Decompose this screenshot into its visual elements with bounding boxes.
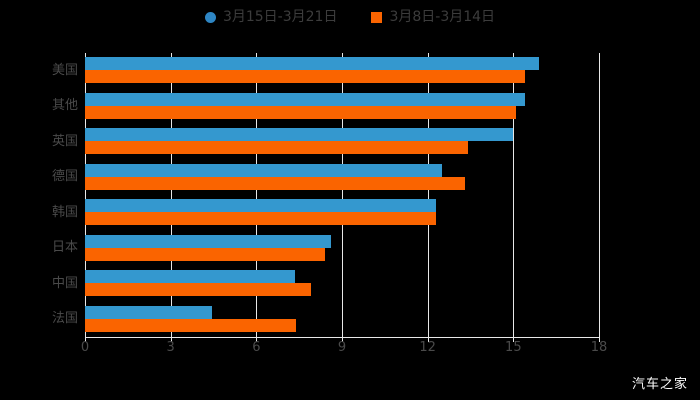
y-axis-category-label: 法国 [51, 311, 78, 327]
bar-series-1[interactable] [85, 128, 514, 141]
x-axis-tick-mark [513, 337, 515, 342]
x-axis-tick-label: 6 [252, 340, 261, 355]
bar-series-2[interactable] [85, 141, 468, 154]
y-axis-category-label: 其他 [51, 98, 78, 114]
chart-legend: 3月15日-3月21日 3月8日-3月14日 [0, 6, 700, 28]
x-gridline [170, 53, 172, 337]
y-axis-category-label: 德国 [51, 169, 78, 185]
bar-group [85, 231, 599, 267]
square-marker-icon [371, 11, 383, 23]
bar-group [85, 160, 599, 196]
x-axis-tick-label: 15 [505, 340, 522, 355]
bar-series-2[interactable] [85, 212, 437, 225]
x-gridline [513, 53, 515, 337]
bar-series-2[interactable] [85, 247, 325, 261]
bar-series-1[interactable] [85, 305, 213, 319]
x-axis-tick-label: 3 [166, 340, 175, 355]
bar-series-2[interactable] [85, 70, 525, 83]
bar-series-1[interactable] [85, 234, 331, 248]
legend-label-series-1: 3月15日-3月21日 [222, 9, 338, 25]
bar-group [85, 89, 599, 125]
x-gridline [256, 53, 258, 337]
watermark: 汽车之家 [631, 377, 688, 392]
bar-series-2[interactable] [85, 283, 311, 296]
bar-group [85, 124, 599, 160]
x-axis-tick-mark [599, 337, 600, 342]
y-axis-category-label: 韩国 [51, 204, 78, 220]
y-axis-category-label: 中国 [51, 275, 78, 291]
legend-item-series-2[interactable]: 3月8日-3月14日 [371, 10, 495, 24]
x-axis-tick-label: 9 [337, 340, 347, 355]
x-gridline [342, 53, 343, 337]
x-axis-tick-mark [85, 337, 86, 342]
x-axis-tick-mark [256, 337, 258, 342]
x-axis-tick-label: 0 [80, 340, 90, 355]
y-axis-category-label: 日本 [51, 240, 78, 256]
bar-group [85, 195, 599, 231]
bar-series-2[interactable] [85, 176, 465, 190]
x-gridline [427, 53, 429, 337]
bar-series-1[interactable] [85, 199, 437, 212]
bar-series-2[interactable] [85, 105, 517, 119]
bar-group [85, 53, 599, 89]
legend-item-series-1[interactable]: 3月15日-3月21日 [204, 9, 338, 25]
x-axis-tick-label: 12 [419, 340, 436, 355]
plot-area [85, 53, 600, 338]
legend-label-series-2: 3月8日-3月14日 [389, 9, 496, 25]
bar-group [85, 266, 599, 302]
bar-group [85, 302, 599, 338]
y-axis-category-labels: 美国其他英国德国韩国日本中国法国 [0, 53, 78, 337]
y-axis-category-label: 英国 [51, 133, 78, 149]
y-axis-line [85, 53, 86, 337]
bar-series-1[interactable] [85, 92, 525, 106]
x-gridline [599, 53, 600, 337]
x-axis-tick-mark [342, 337, 343, 342]
bar-series-1[interactable] [85, 270, 295, 283]
bar-series-2[interactable] [85, 318, 297, 332]
y-axis-category-label: 美国 [51, 62, 78, 78]
x-axis-tick-mark [170, 337, 172, 342]
bar-series-1[interactable] [85, 163, 442, 177]
x-axis-tick-mark [427, 337, 429, 342]
x-axis-tick-label: 18 [590, 340, 608, 355]
circle-marker-icon [204, 11, 216, 23]
bar-series-1[interactable] [85, 57, 540, 70]
